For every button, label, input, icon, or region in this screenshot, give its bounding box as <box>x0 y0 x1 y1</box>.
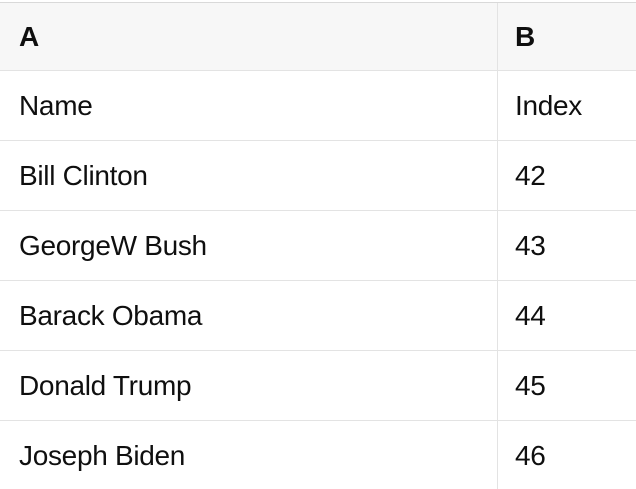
column-header-b[interactable]: B <box>498 3 636 70</box>
cell-name[interactable]: Joseph Biden <box>0 421 498 489</box>
column-header-a-label: A <box>19 20 39 52</box>
cell-index[interactable]: 42 <box>498 141 636 210</box>
table-body: Name Index Bill Clinton 42 GeorgeW Bush … <box>0 71 636 489</box>
cell-name[interactable]: Bill Clinton <box>0 141 498 210</box>
cell-index[interactable]: 44 <box>498 281 636 350</box>
cell-index[interactable]: Index <box>498 71 636 140</box>
table-row: GeorgeW Bush 43 <box>0 211 636 281</box>
header-row: A B <box>0 3 636 71</box>
cell-index[interactable]: 45 <box>498 351 636 420</box>
table-row: Joseph Biden 46 <box>0 421 636 489</box>
table-row: Donald Trump 45 <box>0 351 636 421</box>
cell-index-text: 43 <box>515 229 546 261</box>
cell-index-text: 45 <box>515 369 546 401</box>
cell-name-text: Name <box>19 89 93 121</box>
cell-index-text: Index <box>515 89 582 121</box>
cell-name-text: Barack Obama <box>19 299 203 331</box>
cell-name-text: Bill Clinton <box>19 159 148 191</box>
table-row: Bill Clinton 42 <box>0 141 636 211</box>
cell-name-text: GeorgeW Bush <box>19 229 207 261</box>
cell-name[interactable]: Donald Trump <box>0 351 498 420</box>
column-header-a[interactable]: A <box>0 3 498 70</box>
column-header-b-label: B <box>515 20 535 52</box>
cell-index-text: 42 <box>515 159 546 191</box>
table-row: Name Index <box>0 71 636 141</box>
cell-name[interactable]: Name <box>0 71 498 140</box>
cell-index[interactable]: 43 <box>498 211 636 280</box>
cell-name[interactable]: Barack Obama <box>0 281 498 350</box>
cell-index-text: 44 <box>515 299 546 331</box>
table-row: Barack Obama 44 <box>0 281 636 351</box>
cell-index-text: 46 <box>515 439 546 471</box>
cell-index[interactable]: 46 <box>498 421 636 489</box>
cell-name-text: Joseph Biden <box>19 439 186 471</box>
cell-name[interactable]: GeorgeW Bush <box>0 211 498 280</box>
cell-name-text: Donald Trump <box>19 369 192 401</box>
